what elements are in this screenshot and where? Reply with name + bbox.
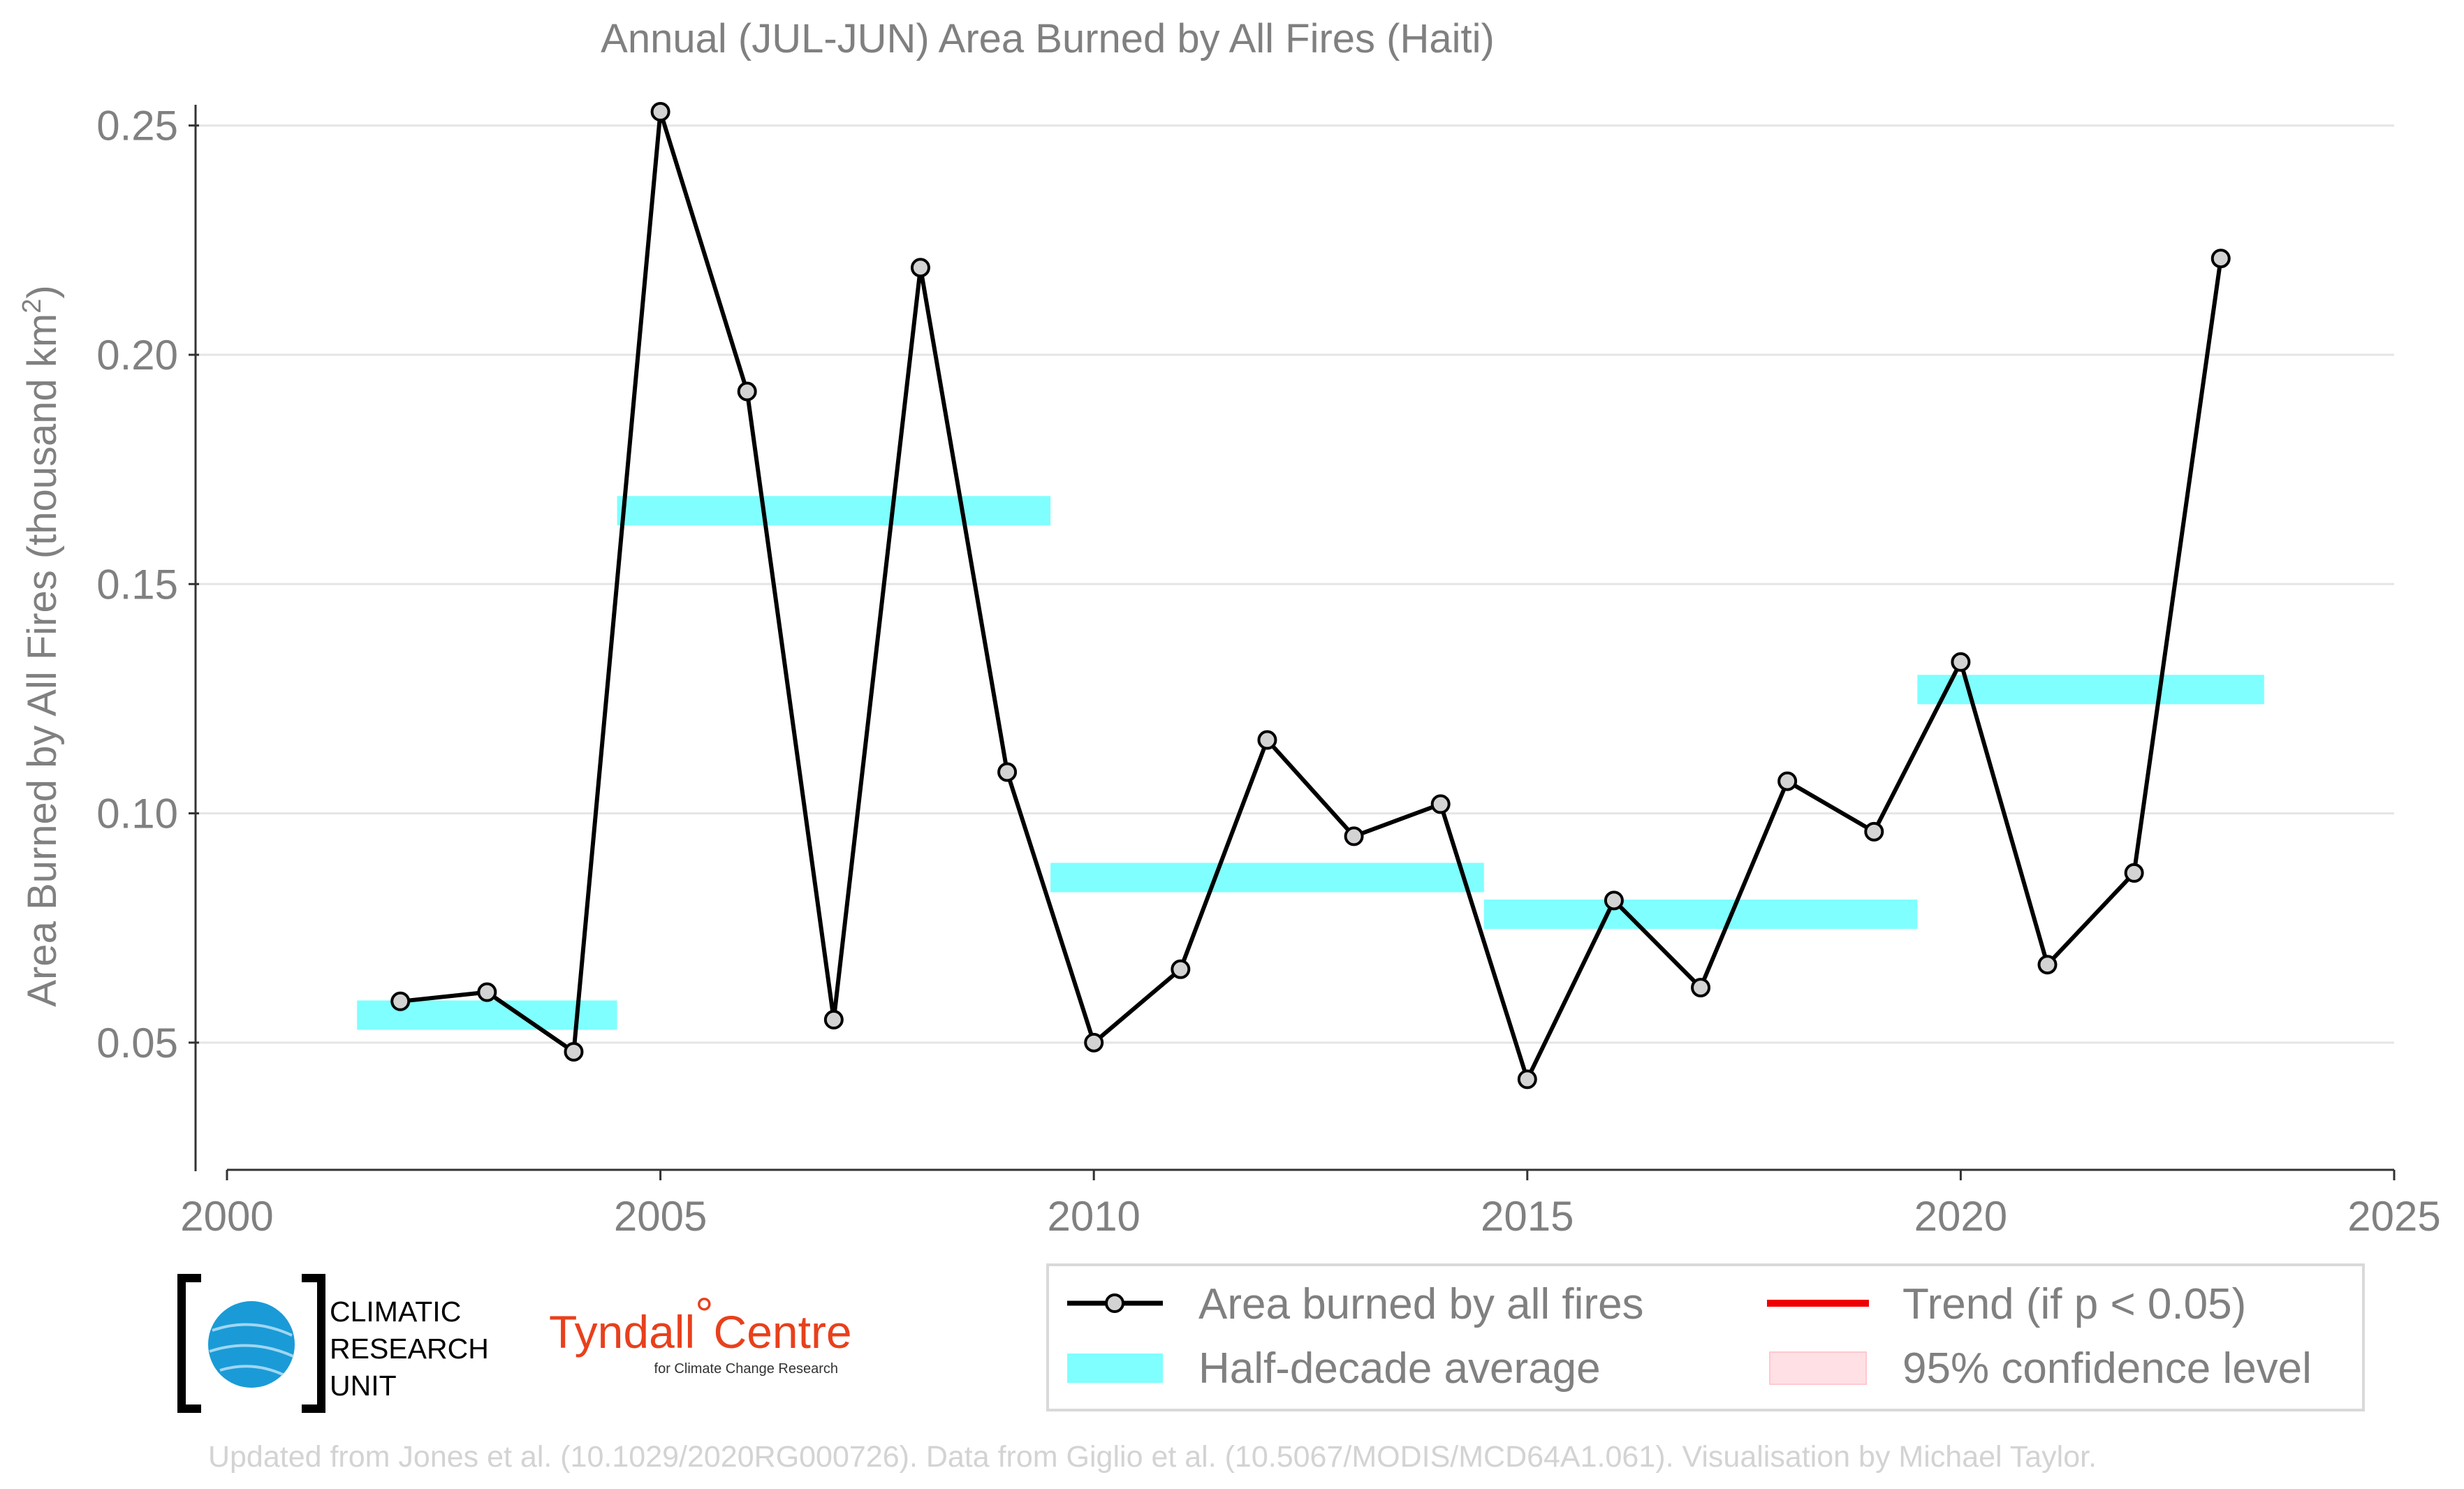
data-point [1171, 959, 1191, 979]
cru-text-line-2: RESEARCH [330, 1333, 489, 1365]
y-axis-label-superscript: 2 [17, 299, 47, 314]
half-decade-bar [617, 496, 1051, 526]
data-point [1084, 1032, 1104, 1052]
data-point [2210, 249, 2231, 269]
data-point [737, 381, 757, 402]
tyndall-subtitle: for Climate Change Research [654, 1361, 838, 1377]
half-decade-bar [1917, 675, 2264, 705]
data-point [823, 1010, 844, 1030]
cru-text-line-3: UNIT [330, 1370, 397, 1402]
data-point [650, 102, 670, 122]
half-decade-bands [357, 496, 2264, 1030]
half-decade-bar [1483, 900, 1918, 930]
legend-confidence-swatch [1769, 1351, 1867, 1385]
globe-lines-icon [209, 1323, 294, 1376]
series-points [390, 102, 2231, 1090]
y-tick-label: 0.10 [96, 791, 178, 837]
x-tick-label: 2020 [1914, 1193, 2007, 1240]
footer-credit: Updated from Jones et al. (10.1029/2020R… [208, 1440, 2097, 1474]
cru-text-line-1: CLIMATIC [330, 1296, 461, 1328]
legend-label-confidence: 95% confidence level [1902, 1344, 2312, 1393]
chart-title: Annual (JUL-JUN) Area Burned by All Fire… [601, 16, 1495, 61]
tyndall-name: Tyndall [549, 1306, 695, 1358]
data-point [910, 258, 930, 278]
legend: Area burned by all fires Half-decade ave… [1046, 1263, 2365, 1411]
y-tick-label: 0.25 [96, 103, 178, 149]
x-tick-label: 2005 [614, 1193, 707, 1240]
x-tick-label: 2000 [180, 1193, 273, 1240]
x-tick-label: 2010 [1047, 1193, 1140, 1240]
tyndall-degree: ° [695, 1288, 713, 1340]
axes: 0.05 0.10 0.15 0.20 0.25 2000 2005 2010 2015 2020… [96, 103, 2441, 1240]
series-line-layer [399, 110, 2223, 1082]
legend-label-area-burned: Area burned by all fires [1198, 1280, 1644, 1328]
data-point [1691, 978, 1711, 998]
data-point [2124, 863, 2144, 883]
legend-marker-swatch [1105, 1293, 1124, 1313]
data-point [1344, 826, 1364, 846]
data-point [1257, 730, 1277, 750]
series-line [399, 110, 2223, 1082]
y-tick-label: 0.15 [96, 561, 178, 608]
y-axis-label-main: Area Burned by All Fires (thousand km [20, 314, 65, 1007]
y-axis-label: Area Burned by All Fires (thousand km2) [17, 285, 65, 1006]
legend-box [1046, 1263, 2365, 1411]
cru-logo: CLIMATIC RESEARCH UNIT [177, 1274, 489, 1413]
data-point [477, 982, 497, 1002]
y-tick-label: 0.05 [96, 1020, 178, 1066]
legend-label-half-decade: Half-decade average [1198, 1344, 1601, 1393]
x-tick-label: 2025 [2347, 1193, 2440, 1240]
data-point [1430, 794, 1451, 814]
tyndall-logo: Tyndall°Centre for Climate Change Resear… [549, 1288, 852, 1377]
data-point [1951, 652, 1971, 672]
data-point [390, 991, 411, 1011]
data-point [1517, 1069, 1537, 1090]
legend-band-swatch [1067, 1354, 1163, 1383]
y-axis-label-tail: ) [20, 285, 65, 298]
data-point [2037, 955, 2058, 975]
tyndall-centre: Centre [714, 1306, 852, 1358]
data-point [564, 1041, 584, 1062]
x-tick-label: 2015 [1481, 1193, 1574, 1240]
legend-label-trend: Trend (if p < 0.05) [1902, 1280, 2246, 1328]
data-point [1777, 771, 1798, 791]
data-point [1604, 890, 1624, 911]
half-decade-bar [1050, 863, 1484, 893]
data-point [1864, 821, 1884, 842]
data-point [997, 762, 1018, 782]
grid-lines [196, 124, 2394, 1044]
cru-bracket-shape [177, 1274, 325, 1413]
tyndall-wordmark: Tyndall°Centre [549, 1288, 852, 1358]
y-tick-label: 0.20 [96, 332, 178, 379]
